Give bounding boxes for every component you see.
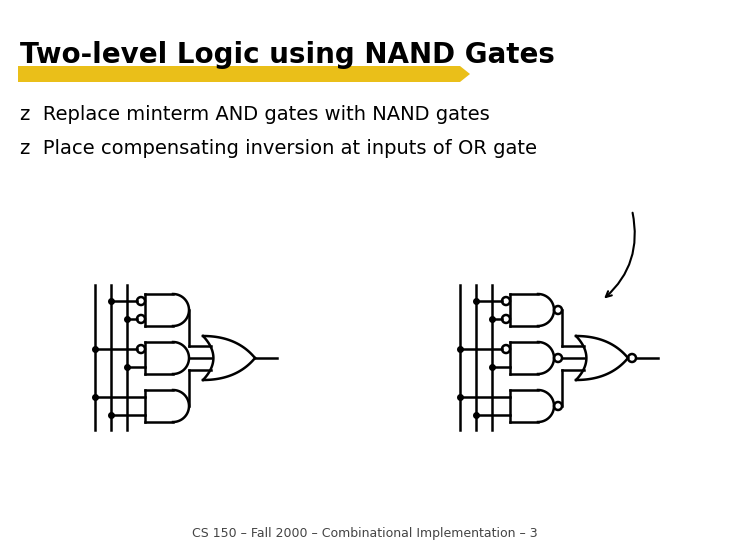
Text: CS 150 – Fall 2000 – Combinational Implementation – 3: CS 150 – Fall 2000 – Combinational Imple… (192, 527, 538, 540)
Polygon shape (18, 66, 470, 82)
Text: z  Place compensating inversion at inputs of OR gate: z Place compensating inversion at inputs… (20, 138, 537, 158)
Text: Two-level Logic using NAND Gates: Two-level Logic using NAND Gates (20, 41, 555, 69)
Text: z  Replace minterm AND gates with NAND gates: z Replace minterm AND gates with NAND ga… (20, 106, 490, 125)
